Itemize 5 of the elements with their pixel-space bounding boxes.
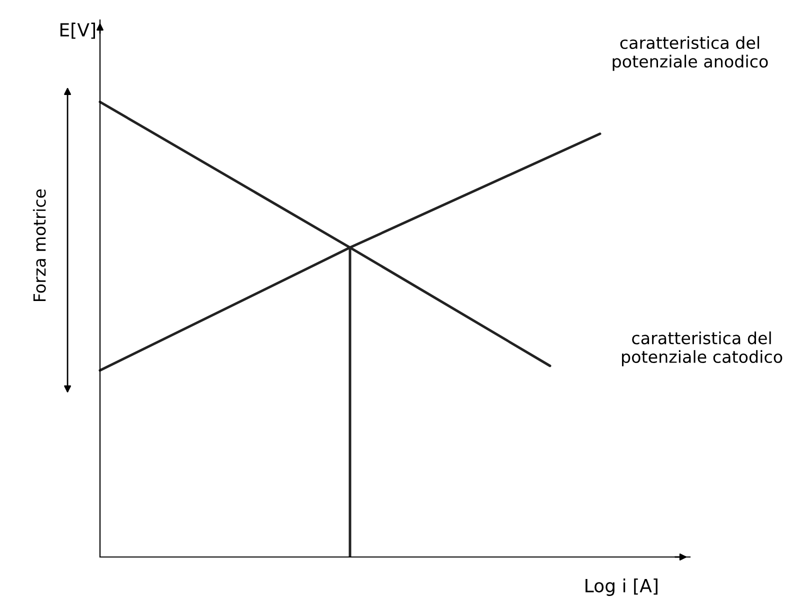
annotation: caratteristica del potenziale catodico <box>622 331 782 366</box>
x-axis-title: Log i [A] <box>586 578 658 596</box>
y-axis-title: E[V] <box>60 22 95 39</box>
text: caratteristica del potenziale anodico <box>612 36 768 71</box>
text: Forza motrice <box>32 189 46 301</box>
